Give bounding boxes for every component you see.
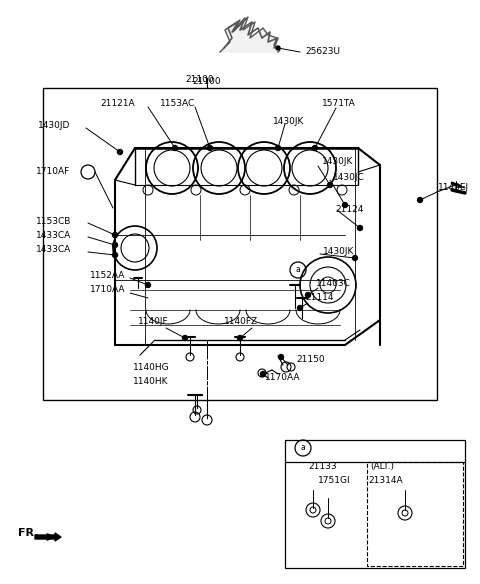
Text: a: a bbox=[300, 443, 305, 453]
Circle shape bbox=[343, 203, 348, 207]
Text: 21133: 21133 bbox=[308, 462, 336, 471]
FancyArrowPatch shape bbox=[457, 185, 461, 187]
Bar bbox=[285, 440, 465, 568]
Circle shape bbox=[112, 232, 118, 238]
Circle shape bbox=[276, 145, 280, 151]
Text: 1433CA: 1433CA bbox=[36, 245, 71, 255]
Circle shape bbox=[276, 46, 280, 50]
Text: 11403C: 11403C bbox=[316, 279, 351, 287]
Circle shape bbox=[305, 293, 311, 297]
Text: 1430JK: 1430JK bbox=[273, 116, 304, 126]
Circle shape bbox=[238, 335, 242, 340]
Bar bbox=[43, 88, 437, 400]
Circle shape bbox=[112, 252, 118, 258]
Circle shape bbox=[182, 335, 188, 340]
Text: 1140FZ: 1140FZ bbox=[224, 318, 258, 326]
Circle shape bbox=[118, 150, 122, 155]
Text: 1153CB: 1153CB bbox=[36, 217, 72, 227]
Circle shape bbox=[312, 145, 317, 151]
Polygon shape bbox=[220, 17, 280, 52]
Text: 1140HG: 1140HG bbox=[133, 363, 169, 373]
Text: 1140EJ: 1140EJ bbox=[438, 183, 469, 193]
Text: 21150: 21150 bbox=[296, 356, 324, 364]
Text: 1140JF: 1140JF bbox=[138, 318, 168, 326]
Circle shape bbox=[418, 197, 422, 203]
Circle shape bbox=[145, 283, 151, 287]
Text: 21100: 21100 bbox=[186, 75, 214, 85]
Text: 1751GI: 1751GI bbox=[318, 476, 350, 485]
Text: 1152AA: 1152AA bbox=[90, 270, 125, 280]
Text: 1430JC: 1430JC bbox=[333, 173, 365, 182]
Circle shape bbox=[261, 371, 265, 377]
Text: a: a bbox=[296, 266, 300, 274]
Text: 21314A: 21314A bbox=[368, 476, 403, 485]
Text: 21121A: 21121A bbox=[100, 99, 134, 107]
Text: 1571TA: 1571TA bbox=[322, 99, 356, 107]
Text: 1153AC: 1153AC bbox=[160, 99, 195, 107]
Text: 1170AA: 1170AA bbox=[265, 374, 300, 383]
Text: FR.: FR. bbox=[18, 528, 38, 538]
Text: 1140HK: 1140HK bbox=[133, 377, 168, 385]
Text: 1430JK: 1430JK bbox=[323, 248, 354, 256]
Bar bbox=[367, 462, 463, 566]
Text: 1430JD: 1430JD bbox=[38, 120, 71, 130]
Circle shape bbox=[358, 225, 362, 231]
Circle shape bbox=[298, 305, 302, 311]
Circle shape bbox=[207, 145, 213, 151]
Text: 21114: 21114 bbox=[305, 294, 334, 303]
Circle shape bbox=[172, 145, 178, 151]
Text: 25623U: 25623U bbox=[305, 47, 340, 57]
Text: 1433CA: 1433CA bbox=[36, 231, 71, 241]
FancyArrow shape bbox=[35, 533, 61, 541]
Circle shape bbox=[112, 242, 118, 248]
Text: (ALT.): (ALT.) bbox=[370, 462, 394, 471]
Text: 1710AA: 1710AA bbox=[90, 286, 125, 294]
Circle shape bbox=[327, 182, 333, 187]
Text: 21100: 21100 bbox=[192, 77, 221, 85]
Text: 1710AF: 1710AF bbox=[36, 168, 70, 176]
Circle shape bbox=[278, 354, 284, 360]
Text: 21124: 21124 bbox=[335, 206, 363, 214]
Text: 1430JK: 1430JK bbox=[322, 158, 353, 166]
Circle shape bbox=[352, 256, 358, 260]
